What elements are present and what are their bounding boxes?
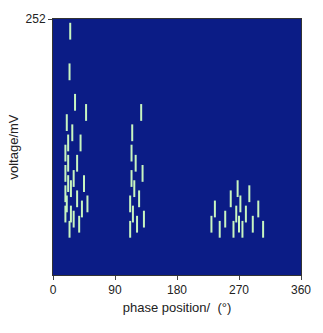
svg-text:270: 270 <box>229 283 249 297</box>
svg-text:360: 360 <box>291 283 311 297</box>
svg-text:phase position/ (°): phase position/ (°) <box>123 300 232 315</box>
svg-text:90: 90 <box>108 283 122 297</box>
svg-text:0: 0 <box>50 283 57 297</box>
svg-text:252: 252 <box>26 12 46 26</box>
svg-text:180: 180 <box>167 283 187 297</box>
svg-text:voltage/mV: voltage/mV <box>6 114 21 179</box>
